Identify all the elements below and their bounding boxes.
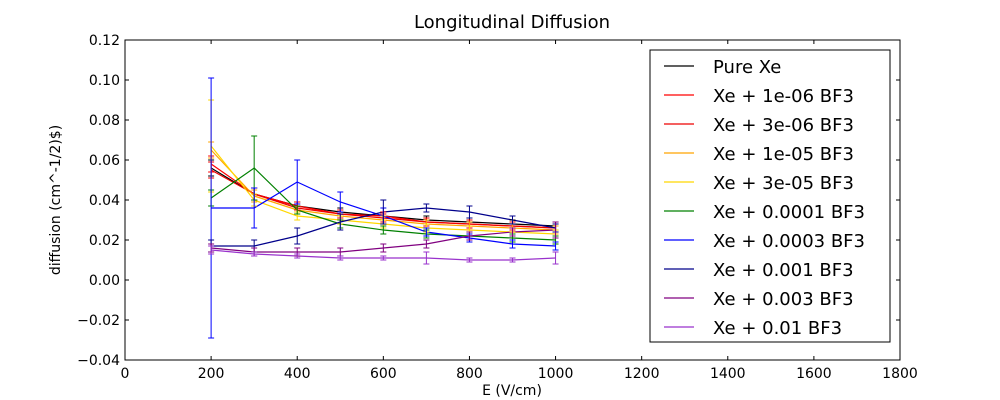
legend-label: Xe + 3e-06 BF3 <box>713 115 854 136</box>
error-bar <box>208 245 215 255</box>
error-bar <box>466 257 473 263</box>
legend-label: Xe + 0.003 BF3 <box>713 289 854 310</box>
chart-title: Longitudinal Diffusion <box>414 12 610 33</box>
error-bar <box>423 227 430 237</box>
y-tick-label: −0.02 <box>77 313 120 329</box>
error-bar <box>380 225 387 235</box>
x-tick-label: 1400 <box>710 366 746 382</box>
error-bar <box>423 251 430 265</box>
x-tick-label: 1200 <box>624 366 660 382</box>
error-bar <box>251 251 258 257</box>
y-axis-label: diffusion (cm^-1/2)$) <box>48 125 64 275</box>
y-tick-label: 0.08 <box>89 113 120 129</box>
x-axis-ticks: 0 200 400 600 800 1000 1200 1400 1600 1800 <box>121 40 918 382</box>
y-tick-label: 0.02 <box>89 233 120 249</box>
x-tick-label: 0 <box>121 366 130 382</box>
error-bar <box>337 213 344 231</box>
error-bar <box>380 255 387 261</box>
y-tick-label: 0.10 <box>89 73 120 89</box>
error-bar <box>509 227 516 237</box>
error-bar <box>552 241 559 251</box>
error-bar <box>380 243 387 253</box>
legend-label: Pure Xe <box>713 57 781 78</box>
x-tick-label: 600 <box>370 366 397 382</box>
error-bar <box>251 187 258 229</box>
plot-errorbars <box>208 77 559 339</box>
error-bar <box>337 191 344 213</box>
error-bar <box>337 255 344 261</box>
legend-box <box>649 49 891 343</box>
error-bar <box>509 239 516 249</box>
legend-label: Xe + 3e-05 BF3 <box>713 173 854 194</box>
legend-label: Xe + 1e-05 BF3 <box>713 144 854 165</box>
y-tick-label: −0.04 <box>77 353 120 369</box>
y-tick-label: 0.00 <box>89 273 120 289</box>
y-tick-label: 0.06 <box>89 153 120 169</box>
error-bar <box>208 77 215 339</box>
error-bar <box>380 199 387 225</box>
legend-label: Xe + 0.0003 BF3 <box>713 231 865 252</box>
error-bar <box>423 239 430 249</box>
y-tick-label: 0.04 <box>89 193 120 209</box>
legend: Pure Xe Xe + 1e-06 BF3 Xe + 3e-06 BF3 Xe + … <box>649 49 891 343</box>
x-tick-label: 400 <box>284 366 311 382</box>
error-bar <box>423 203 430 213</box>
x-tick-label: 1600 <box>796 366 832 382</box>
y-tick-label: 0.12 <box>89 33 120 49</box>
error-bar <box>552 221 559 239</box>
legend-label: Xe + 0.001 BF3 <box>713 260 854 281</box>
x-tick-label: 1000 <box>538 366 574 382</box>
error-bar <box>294 159 301 205</box>
error-bar <box>294 253 301 259</box>
error-bar <box>466 231 473 241</box>
y-axis-ticks: −0.04 −0.02 0.00 0.02 0.04 0.06 0.08 0.10 0.12 <box>77 33 900 369</box>
x-tick-label: 800 <box>456 366 483 382</box>
error-bar <box>294 205 301 215</box>
legend-label: Xe + 0.0001 BF3 <box>713 202 865 223</box>
error-bar <box>552 251 559 265</box>
error-bar <box>294 227 301 245</box>
error-bar <box>466 205 473 219</box>
x-axis-label: E (V/cm) <box>482 383 542 399</box>
legend-label: Xe + 0.01 BF3 <box>713 318 842 339</box>
x-tick-label: 1800 <box>882 366 918 382</box>
legend-label: Xe + 1e-06 BF3 <box>713 86 854 107</box>
error-bar <box>509 257 516 263</box>
x-tick-label: 200 <box>198 366 225 382</box>
error-bar <box>509 215 516 225</box>
